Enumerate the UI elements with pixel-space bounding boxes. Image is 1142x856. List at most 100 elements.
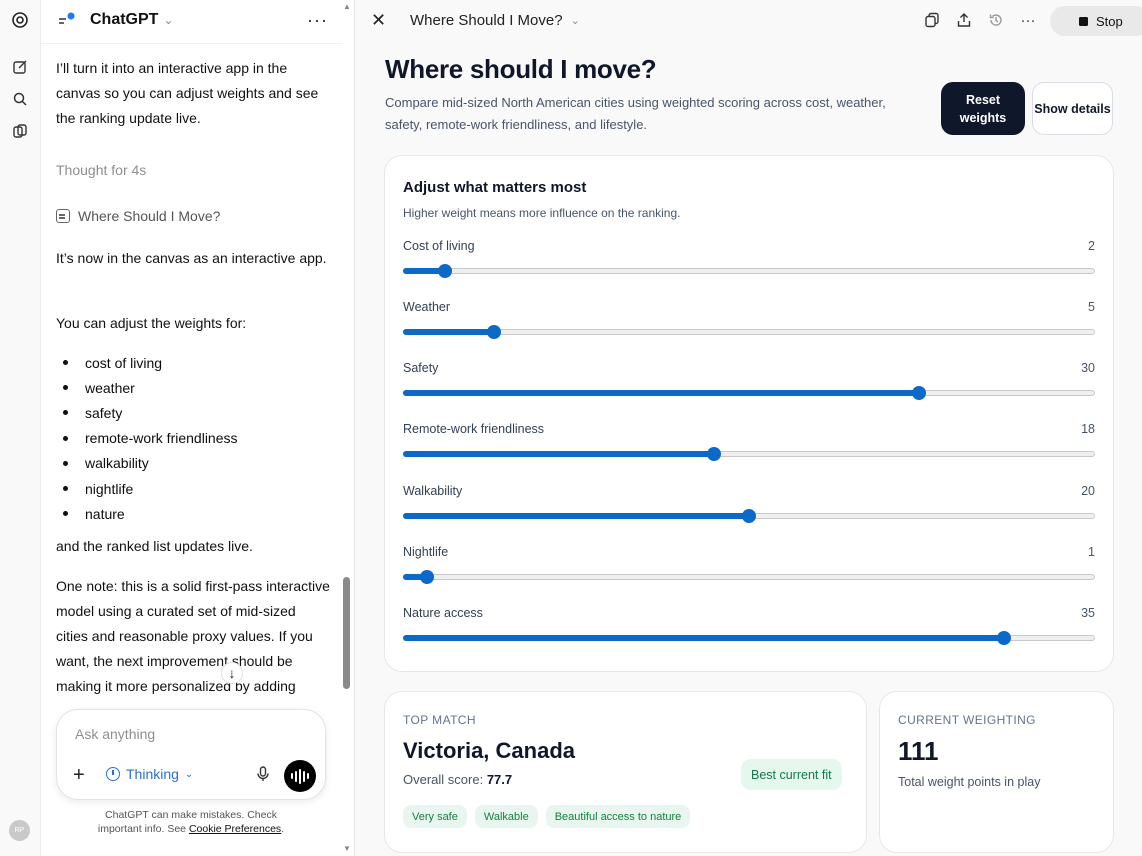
total-weight-description: Total weight points in play: [898, 775, 1041, 789]
sidebar-toggle-icon[interactable]: [57, 11, 77, 31]
chat-column: ChatGPT ⌄ ··· I’ll turn it into an inter…: [41, 0, 343, 856]
tag: Very safe: [403, 805, 467, 828]
scroll-down-arrow[interactable]: ▼: [343, 844, 351, 853]
library-icon[interactable]: [10, 121, 30, 141]
user-avatar[interactable]: RP: [9, 820, 30, 841]
weight-slider-value: 5: [1088, 300, 1095, 314]
more-options-icon[interactable]: ···: [1020, 11, 1036, 29]
document-icon: [56, 209, 70, 223]
new-chat-icon[interactable]: [10, 57, 30, 77]
weight-slider-track[interactable]: [403, 574, 1095, 580]
page-subtitle: Compare mid-sized North American cities …: [385, 95, 886, 132]
list-item: remote-work friendliness: [56, 426, 326, 451]
overall-score-value: 77.7: [486, 772, 513, 787]
weight-slider-row: Walkability 20: [403, 484, 1095, 528]
chevron-down-icon: ⌄: [570, 15, 580, 27]
weight-slider-fill: [403, 451, 714, 457]
weight-slider-thumb[interactable]: [420, 570, 434, 584]
scroll-to-bottom-button[interactable]: ↓: [221, 662, 243, 684]
openai-logo-icon[interactable]: [10, 10, 30, 30]
weight-slider-label: Walkability: [403, 484, 463, 498]
canvas-reference-link[interactable]: Where Should I Move?: [56, 208, 220, 224]
chat-header: ChatGPT ⌄ ···: [41, 0, 343, 44]
search-icon[interactable]: [10, 89, 30, 109]
more-options-icon[interactable]: ···: [307, 10, 328, 30]
arrow-down-icon: ↓: [228, 665, 236, 681]
list-item: nightlife: [56, 476, 326, 501]
weight-slider-thumb[interactable]: [707, 447, 721, 461]
weight-slider-thumb[interactable]: [912, 386, 926, 400]
weight-slider-fill: [403, 329, 494, 335]
weight-slider-thumb[interactable]: [997, 631, 1011, 645]
weight-slider-label: Nature access: [403, 606, 483, 620]
model-name: ChatGPT: [90, 11, 159, 28]
canvas-topbar: ✕ Where Should I Move? ⌄ ··· Stop: [355, 0, 1142, 42]
left-rail: RP: [0, 0, 41, 856]
weight-slider-value: 2: [1088, 239, 1095, 253]
share-icon[interactable]: [955, 11, 973, 29]
plus-icon[interactable]: +: [73, 764, 85, 786]
weight-slider-track[interactable]: [403, 329, 1095, 335]
weight-slider-label: Weather: [403, 300, 451, 314]
thinking-mode-selector[interactable]: Thinking ⌄: [106, 766, 193, 782]
assistant-message-live: and the ranked list updates live.: [56, 538, 253, 554]
clock-icon: [106, 767, 120, 781]
page-title: Where should I move?: [385, 54, 657, 84]
assistant-message-status: It’s now in the canvas as an interactive…: [56, 250, 327, 266]
tag: Beautiful access to nature: [545, 805, 691, 828]
weight-slider-row: Safety 30: [403, 361, 1095, 405]
weights-card-title: Adjust what matters most: [403, 179, 587, 196]
show-details-button[interactable]: Show details: [1032, 82, 1113, 135]
current-weighting-card: CURRENT WEIGHTING 111 Total weight point…: [879, 691, 1114, 853]
reset-weights-button[interactable]: Reset weights: [941, 82, 1025, 135]
weight-slider-label: Remote-work friendliness: [403, 422, 545, 436]
canvas-title-selector[interactable]: Where Should I Move? ⌄: [410, 12, 580, 29]
weight-slider-label: Cost of living: [403, 239, 475, 253]
canvas-panel: ✕ Where Should I Move? ⌄ ··· Stop Where …: [355, 0, 1142, 856]
total-weight-value: 111: [898, 736, 939, 766]
composer-input[interactable]: Ask anything: [75, 726, 156, 742]
chevron-down-icon: ⌄: [163, 13, 174, 27]
weight-slider-thumb[interactable]: [487, 325, 501, 339]
column-divider: [354, 0, 355, 856]
weights-card-subtitle: Higher weight means more influence on th…: [403, 206, 681, 220]
model-selector[interactable]: ChatGPT ⌄: [90, 11, 174, 29]
tag: Walkable: [474, 805, 538, 828]
history-icon[interactable]: [987, 11, 1005, 29]
thought-duration[interactable]: Thought for 4s: [56, 162, 147, 178]
cookie-preferences-link[interactable]: Cookie Preferences: [188, 823, 282, 835]
close-icon[interactable]: ✕: [371, 10, 387, 30]
weight-slider-value: 30: [1081, 361, 1095, 375]
weight-slider-fill: [403, 635, 1004, 641]
weight-slider-label: Nightlife: [403, 545, 449, 559]
copy-icon[interactable]: [923, 11, 941, 29]
chat-scrollbar-thumb[interactable]: [343, 577, 350, 689]
scroll-up-arrow[interactable]: ▲: [343, 2, 351, 11]
stop-label: Stop: [1096, 13, 1123, 29]
weight-slider-row: Nature access 35: [403, 606, 1095, 650]
weight-slider-fill: [403, 268, 445, 274]
list-item: safety: [56, 400, 326, 425]
composer: Ask anything + Thinking ⌄: [56, 709, 326, 800]
list-item: weather: [56, 375, 326, 400]
assistant-message-weights-intro: You can adjust the weights for:: [56, 315, 247, 331]
microphone-icon[interactable]: [256, 766, 270, 782]
weight-slider-row: Nightlife 1: [403, 545, 1095, 589]
weight-slider-thumb[interactable]: [438, 264, 452, 278]
weight-slider-thumb[interactable]: [742, 509, 756, 523]
weight-slider-fill: [403, 513, 749, 519]
list-item: walkability: [56, 451, 326, 476]
list-item: nature: [56, 501, 326, 526]
stop-icon: [1079, 16, 1088, 26]
thinking-mode-label: Thinking: [126, 766, 179, 782]
assistant-message-intro: I’ll turn it into an interactive app in …: [56, 60, 319, 126]
voice-mode-button[interactable]: [284, 760, 316, 792]
stop-button[interactable]: Stop: [1050, 6, 1142, 36]
weight-slider-value: 35: [1081, 606, 1095, 620]
weight-slider-value: 18: [1081, 422, 1095, 436]
weight-slider-row: Weather 5: [403, 300, 1095, 344]
weight-slider-track[interactable]: [403, 268, 1095, 274]
weight-slider-fill: [403, 390, 919, 396]
weight-slider-row: Cost of living 2: [403, 239, 1095, 283]
canvas-title: Where Should I Move?: [410, 12, 563, 29]
